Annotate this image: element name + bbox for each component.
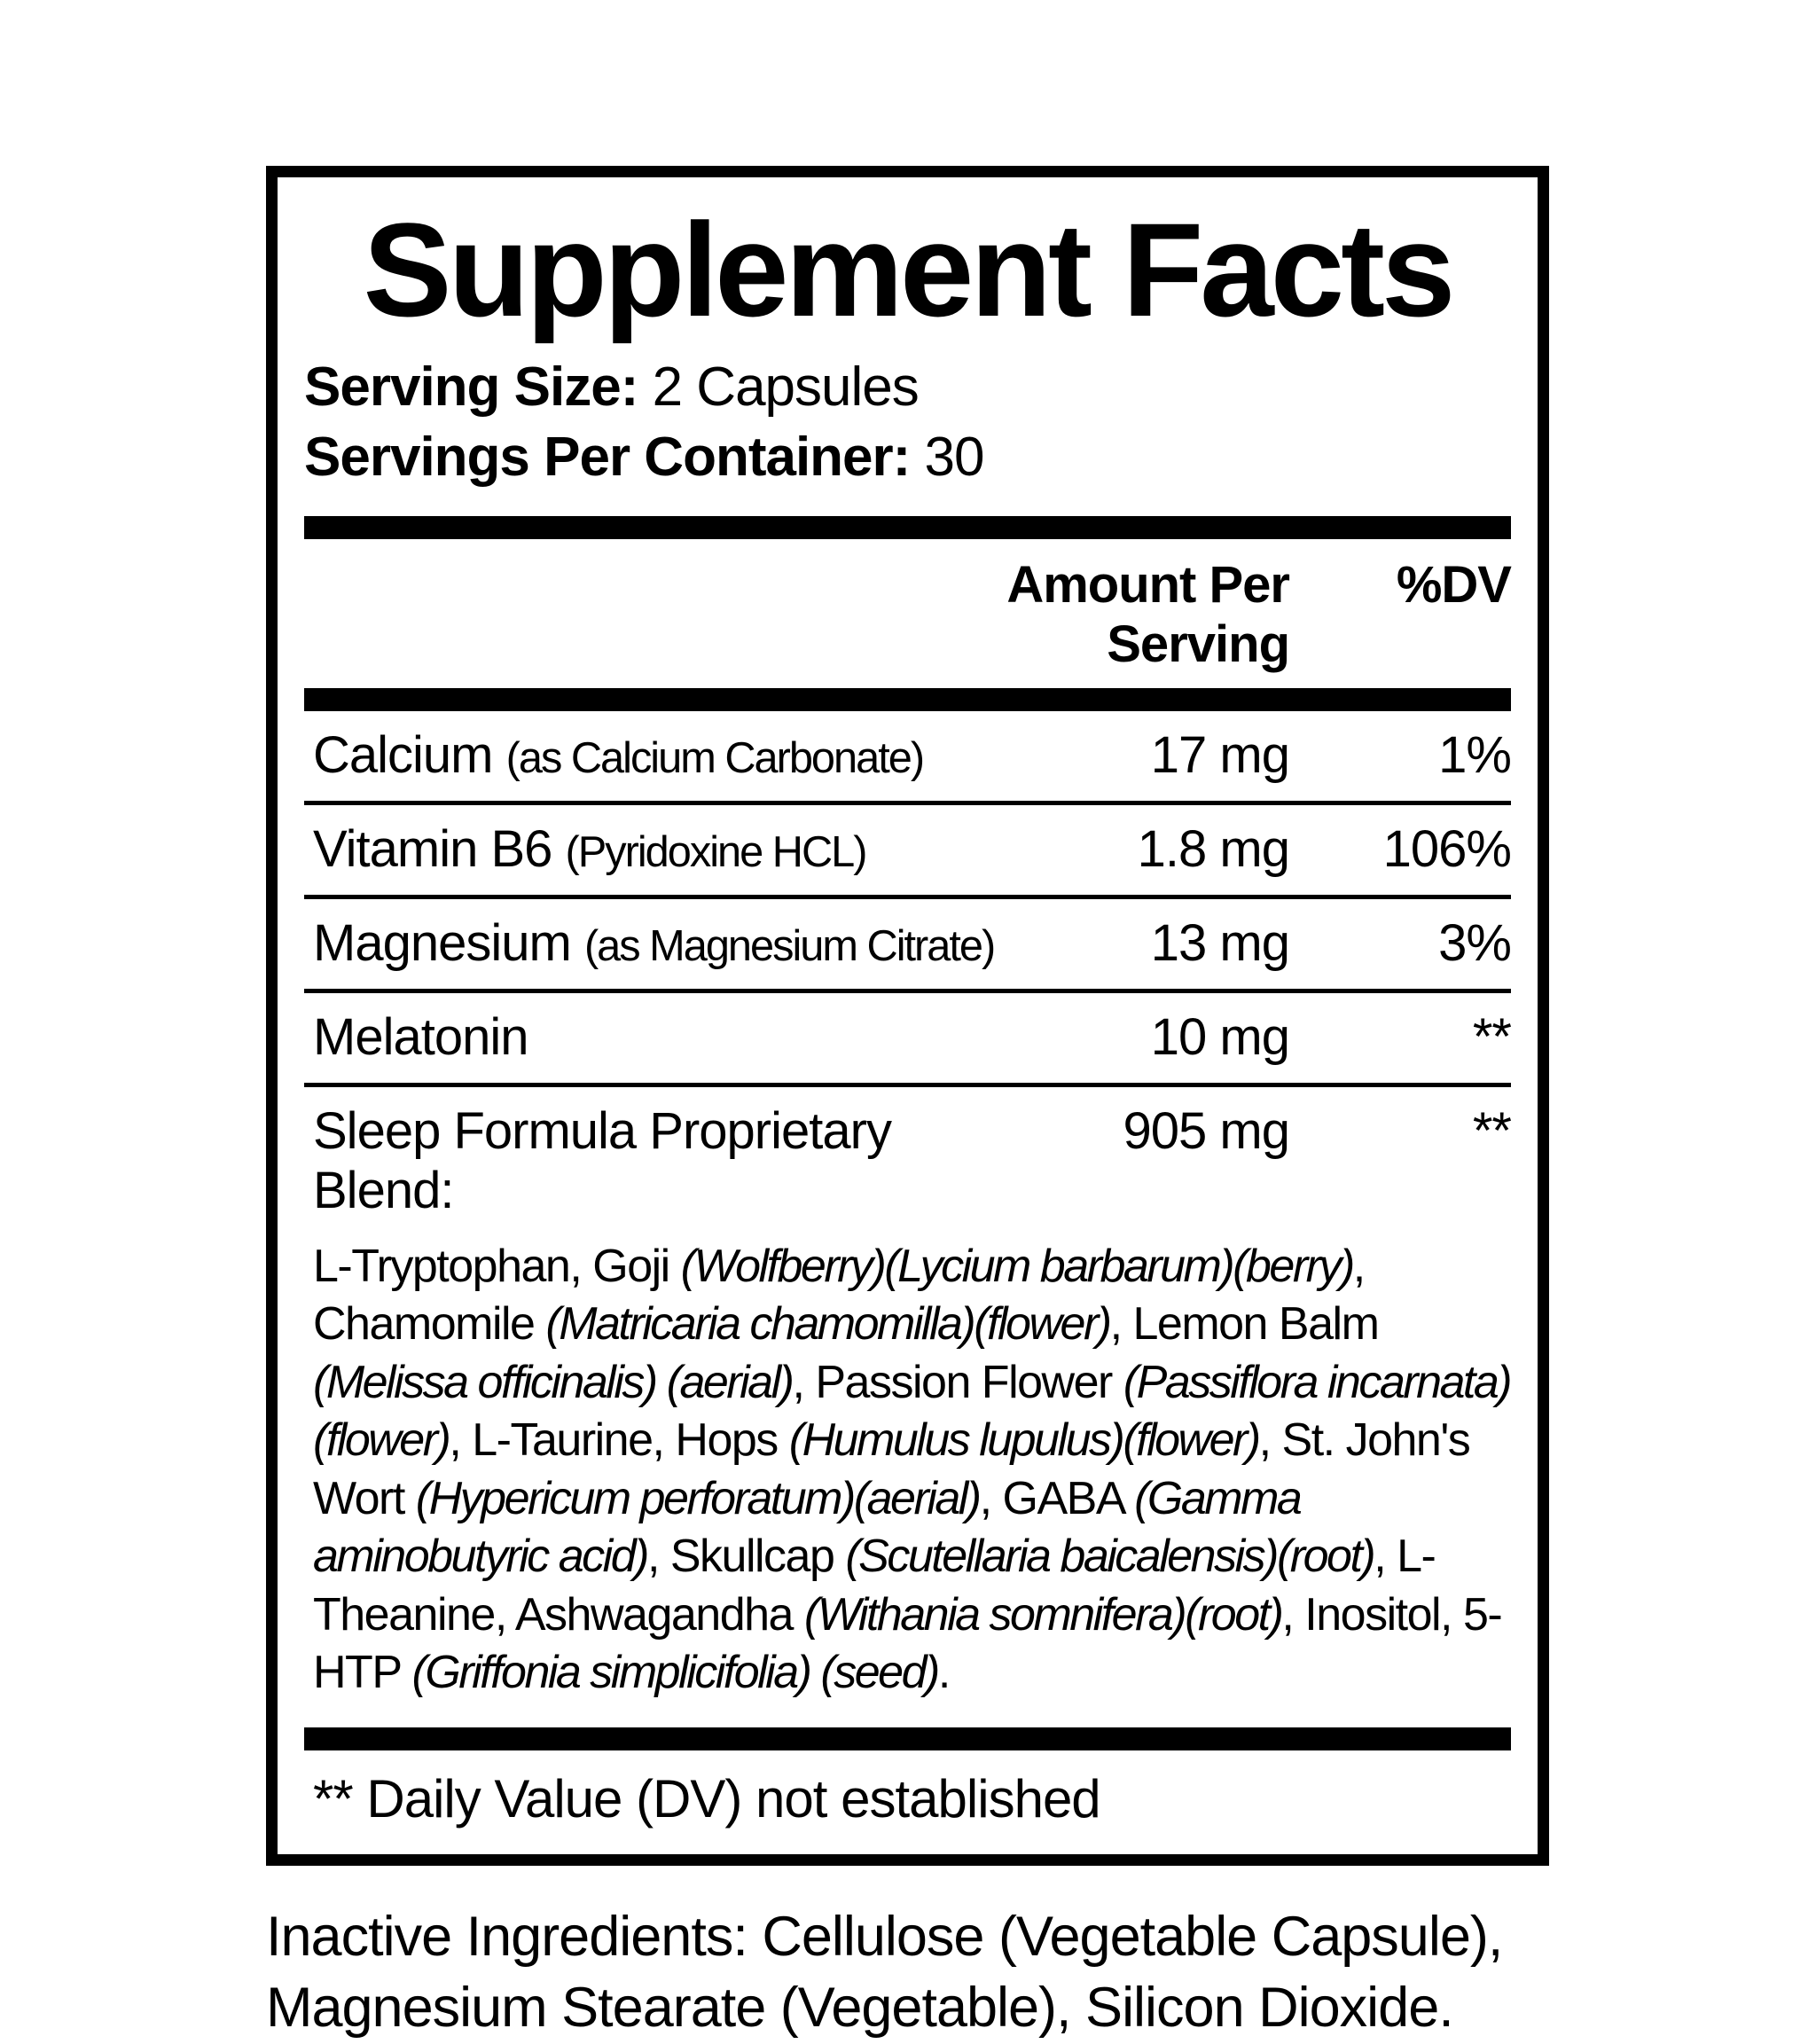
table-row: Magnesium (as Magnesium Citrate) 13 mg 3% xyxy=(304,894,1512,989)
ingredient-amount: 1.8 mg xyxy=(1137,819,1290,878)
table-rows: Calcium (as Calcium Carbonate) 17 mg 1% Vit… xyxy=(304,711,1512,1236)
ingredient-dv: ** xyxy=(1472,1007,1512,1066)
ingredient-detail: (as Magnesium Citrate) xyxy=(583,921,996,970)
ingredient-name: Melatonin xyxy=(313,1007,528,1066)
blend-paragraph: L-Tryptophan, Goji (Wolfberry)(Lycium ba… xyxy=(304,1236,1513,1727)
table-row: Vitamin B6 (Pyridoxine HCL) 1.8 mg 106% xyxy=(304,800,1512,895)
table-row: Sleep Formula Proprietary Blend: 905 mg ** xyxy=(304,1082,1512,1236)
blend-botanical-name: (Withania somnifera)(root) xyxy=(803,1588,1284,1641)
label-area: Supplement Facts Serving Size: 2 Capsule… xyxy=(266,166,1549,2044)
ingredient-name: Calcium (as Calcium Carbonate) xyxy=(313,725,925,784)
ingredient-dv: 3% xyxy=(1438,913,1512,972)
ingredient-dv: 1% xyxy=(1438,725,1512,784)
table-header-row: Amount Per Serving %DV xyxy=(304,539,1512,688)
ingredient-detail: (as Calcium Carbonate) xyxy=(505,733,925,782)
blend-ingredient-text: . xyxy=(937,1647,951,1699)
ingredient-amount: 17 mg xyxy=(1150,725,1290,784)
blend-ingredient-text: , Chamomile xyxy=(313,1240,1366,1351)
ingredient-dv: ** xyxy=(1472,1101,1512,1160)
ingredient-name: Sleep Formula Proprietary Blend: xyxy=(313,1101,892,1219)
ingredient-name: Magnesium (as Magnesium Citrate) xyxy=(313,913,996,972)
table-row: Calcium (as Calcium Carbonate) 17 mg 1% xyxy=(304,711,1512,801)
servings-per-container-label: Servings Per Container: xyxy=(304,427,911,489)
blend-botanical-name: (Wolfberry)(Lycium barbarum)(berry) xyxy=(680,1240,1356,1292)
blend-botanical-name: (Humulus lupulus)(flower) xyxy=(788,1414,1261,1467)
blend-ingredient-text: , Inositol, 5-HTP xyxy=(313,1588,1503,1699)
inactive-ingredients-line: Magnesium Stearate (Vegetable), Silicon … xyxy=(266,1977,1454,2040)
blend-botanical-name: (Scutellaria baicalensis)(root) xyxy=(845,1531,1375,1583)
servings-per-container-line: Servings Per Container: 30 xyxy=(304,422,1511,492)
ingredient-amount: 10 mg xyxy=(1150,1007,1290,1066)
blend-botanical-name: (Griffonia simplicifolia) (seed) xyxy=(411,1647,941,1699)
table-row: Melatonin 10 mg ** xyxy=(304,988,1512,1083)
ingredient-detail: (Pyridoxine HCL) xyxy=(565,827,868,876)
blend-botanical-name: (Matricaria chamomilla)(flower) xyxy=(545,1298,1112,1351)
blend-ingredient-text: , GABA xyxy=(979,1472,1135,1524)
serving-size-line: Serving Size: 2 Capsules xyxy=(304,352,1511,422)
blend-ingredient-text: , Lemon Balm xyxy=(1109,1298,1380,1351)
amount-per-serving-header: Amount Per Serving xyxy=(1006,555,1290,673)
blend-ingredient-text: , Passion Flower xyxy=(792,1356,1123,1408)
servings-per-container-value: 30 xyxy=(924,427,985,489)
panel-title: Supplement Facts xyxy=(363,195,1456,344)
blend-ingredient-text: , St. John's Wort xyxy=(313,1414,1471,1524)
ingredient-name: Vitamin B6 (Pyridoxine HCL) xyxy=(313,819,868,878)
blend-ingredient-text: , L-Taurine, Hops xyxy=(449,1414,789,1467)
ingredient-dv: 106% xyxy=(1382,819,1512,878)
thick-rule-top xyxy=(304,515,1511,539)
inactive-ingredients-line: Inactive Ingredients: Cellulose (Vegetab… xyxy=(266,1905,1503,1968)
blend-ingredient-text: , Skullcap xyxy=(646,1531,846,1583)
blend-ingredient-text: , L-Theanine, Ashwagandha xyxy=(313,1531,1436,1641)
blend-ingredient-text: L-Tryptophan, Goji xyxy=(313,1240,681,1292)
supplement-facts-panel: Supplement Facts Serving Size: 2 Capsule… xyxy=(266,166,1549,1866)
blend-botanical-name: (Gamma aminobutyric acid) xyxy=(313,1472,1303,1583)
ingredient-amount: 905 mg xyxy=(1123,1101,1290,1160)
serving-size-label: Serving Size: xyxy=(304,356,638,418)
blend-botanical-name: (Hypericum perforatum)(aerial) xyxy=(415,1472,982,1524)
thick-rule-above-footnote xyxy=(304,1727,1511,1750)
serving-size-value: 2 Capsules xyxy=(652,356,920,418)
percent-dv-header: %DV xyxy=(1396,555,1512,614)
inactive-ingredients: Inactive Ingredients: Cellulose (Vegetab… xyxy=(266,1901,1549,2044)
daily-value-footnote: ** Daily Value (DV) not established xyxy=(313,1768,1101,1829)
blend-botanical-name: (Passiflora incarnata)(flower) xyxy=(313,1356,1513,1467)
thick-rule-under-header xyxy=(304,687,1511,711)
ingredient-amount: 13 mg xyxy=(1150,913,1290,972)
blend-botanical-name: (Melissa officinalis) (aerial) xyxy=(313,1356,794,1408)
